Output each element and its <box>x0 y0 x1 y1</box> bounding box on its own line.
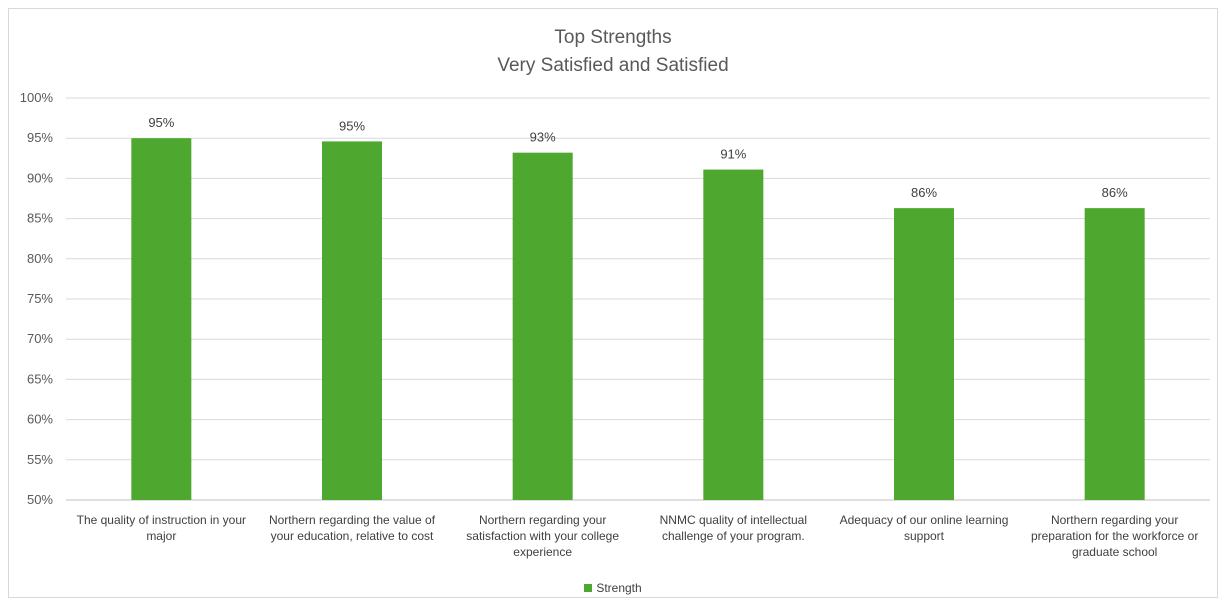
data-label: 86% <box>1102 185 1128 200</box>
x-tick-label: Northern regarding your preparation for … <box>1030 513 1199 559</box>
data-label: 95% <box>339 118 365 133</box>
bar <box>894 208 954 500</box>
y-tick-label: 80% <box>27 251 53 266</box>
chart-subtitle: Very Satisfied and Satisfied <box>497 55 729 76</box>
x-tick-label: The quality of instruction in your major <box>76 513 247 543</box>
x-tick-label: NNMC quality of intellectual challenge o… <box>659 513 808 543</box>
y-tick-label: 55% <box>27 452 53 467</box>
bar <box>322 141 382 500</box>
y-tick-label: 70% <box>27 331 53 346</box>
x-tick-label: Northern regarding the value of your edu… <box>268 513 436 543</box>
bar <box>512 152 573 500</box>
y-tick-label: 75% <box>27 291 53 306</box>
chart-title-block: Top Strengths Very Satisfied and Satisfi… <box>0 24 1226 80</box>
legend-swatch <box>584 584 593 592</box>
y-tick-label: 60% <box>27 412 53 427</box>
y-tick-label: 50% <box>27 492 53 507</box>
data-label: 86% <box>911 185 937 200</box>
chart-title: Top Strengths <box>554 27 672 48</box>
y-tick-label: 85% <box>27 211 53 226</box>
y-tick-label: 90% <box>27 170 53 185</box>
y-tick-label: 100% <box>20 90 54 105</box>
data-label: 95% <box>148 115 174 130</box>
data-label: 91% <box>720 147 746 162</box>
legend-label: Strength <box>596 581 642 595</box>
data-label: 93% <box>530 130 556 145</box>
bar <box>1084 208 1145 500</box>
x-tick-label: Northern regarding your satisfaction wit… <box>466 513 620 559</box>
legend: Strength <box>0 581 1226 595</box>
x-tick-label: Adequacy of our online learning support <box>839 513 1009 543</box>
y-tick-label: 65% <box>27 371 53 386</box>
bar <box>131 138 192 500</box>
y-tick-label: 95% <box>27 130 53 145</box>
bar <box>703 169 764 500</box>
